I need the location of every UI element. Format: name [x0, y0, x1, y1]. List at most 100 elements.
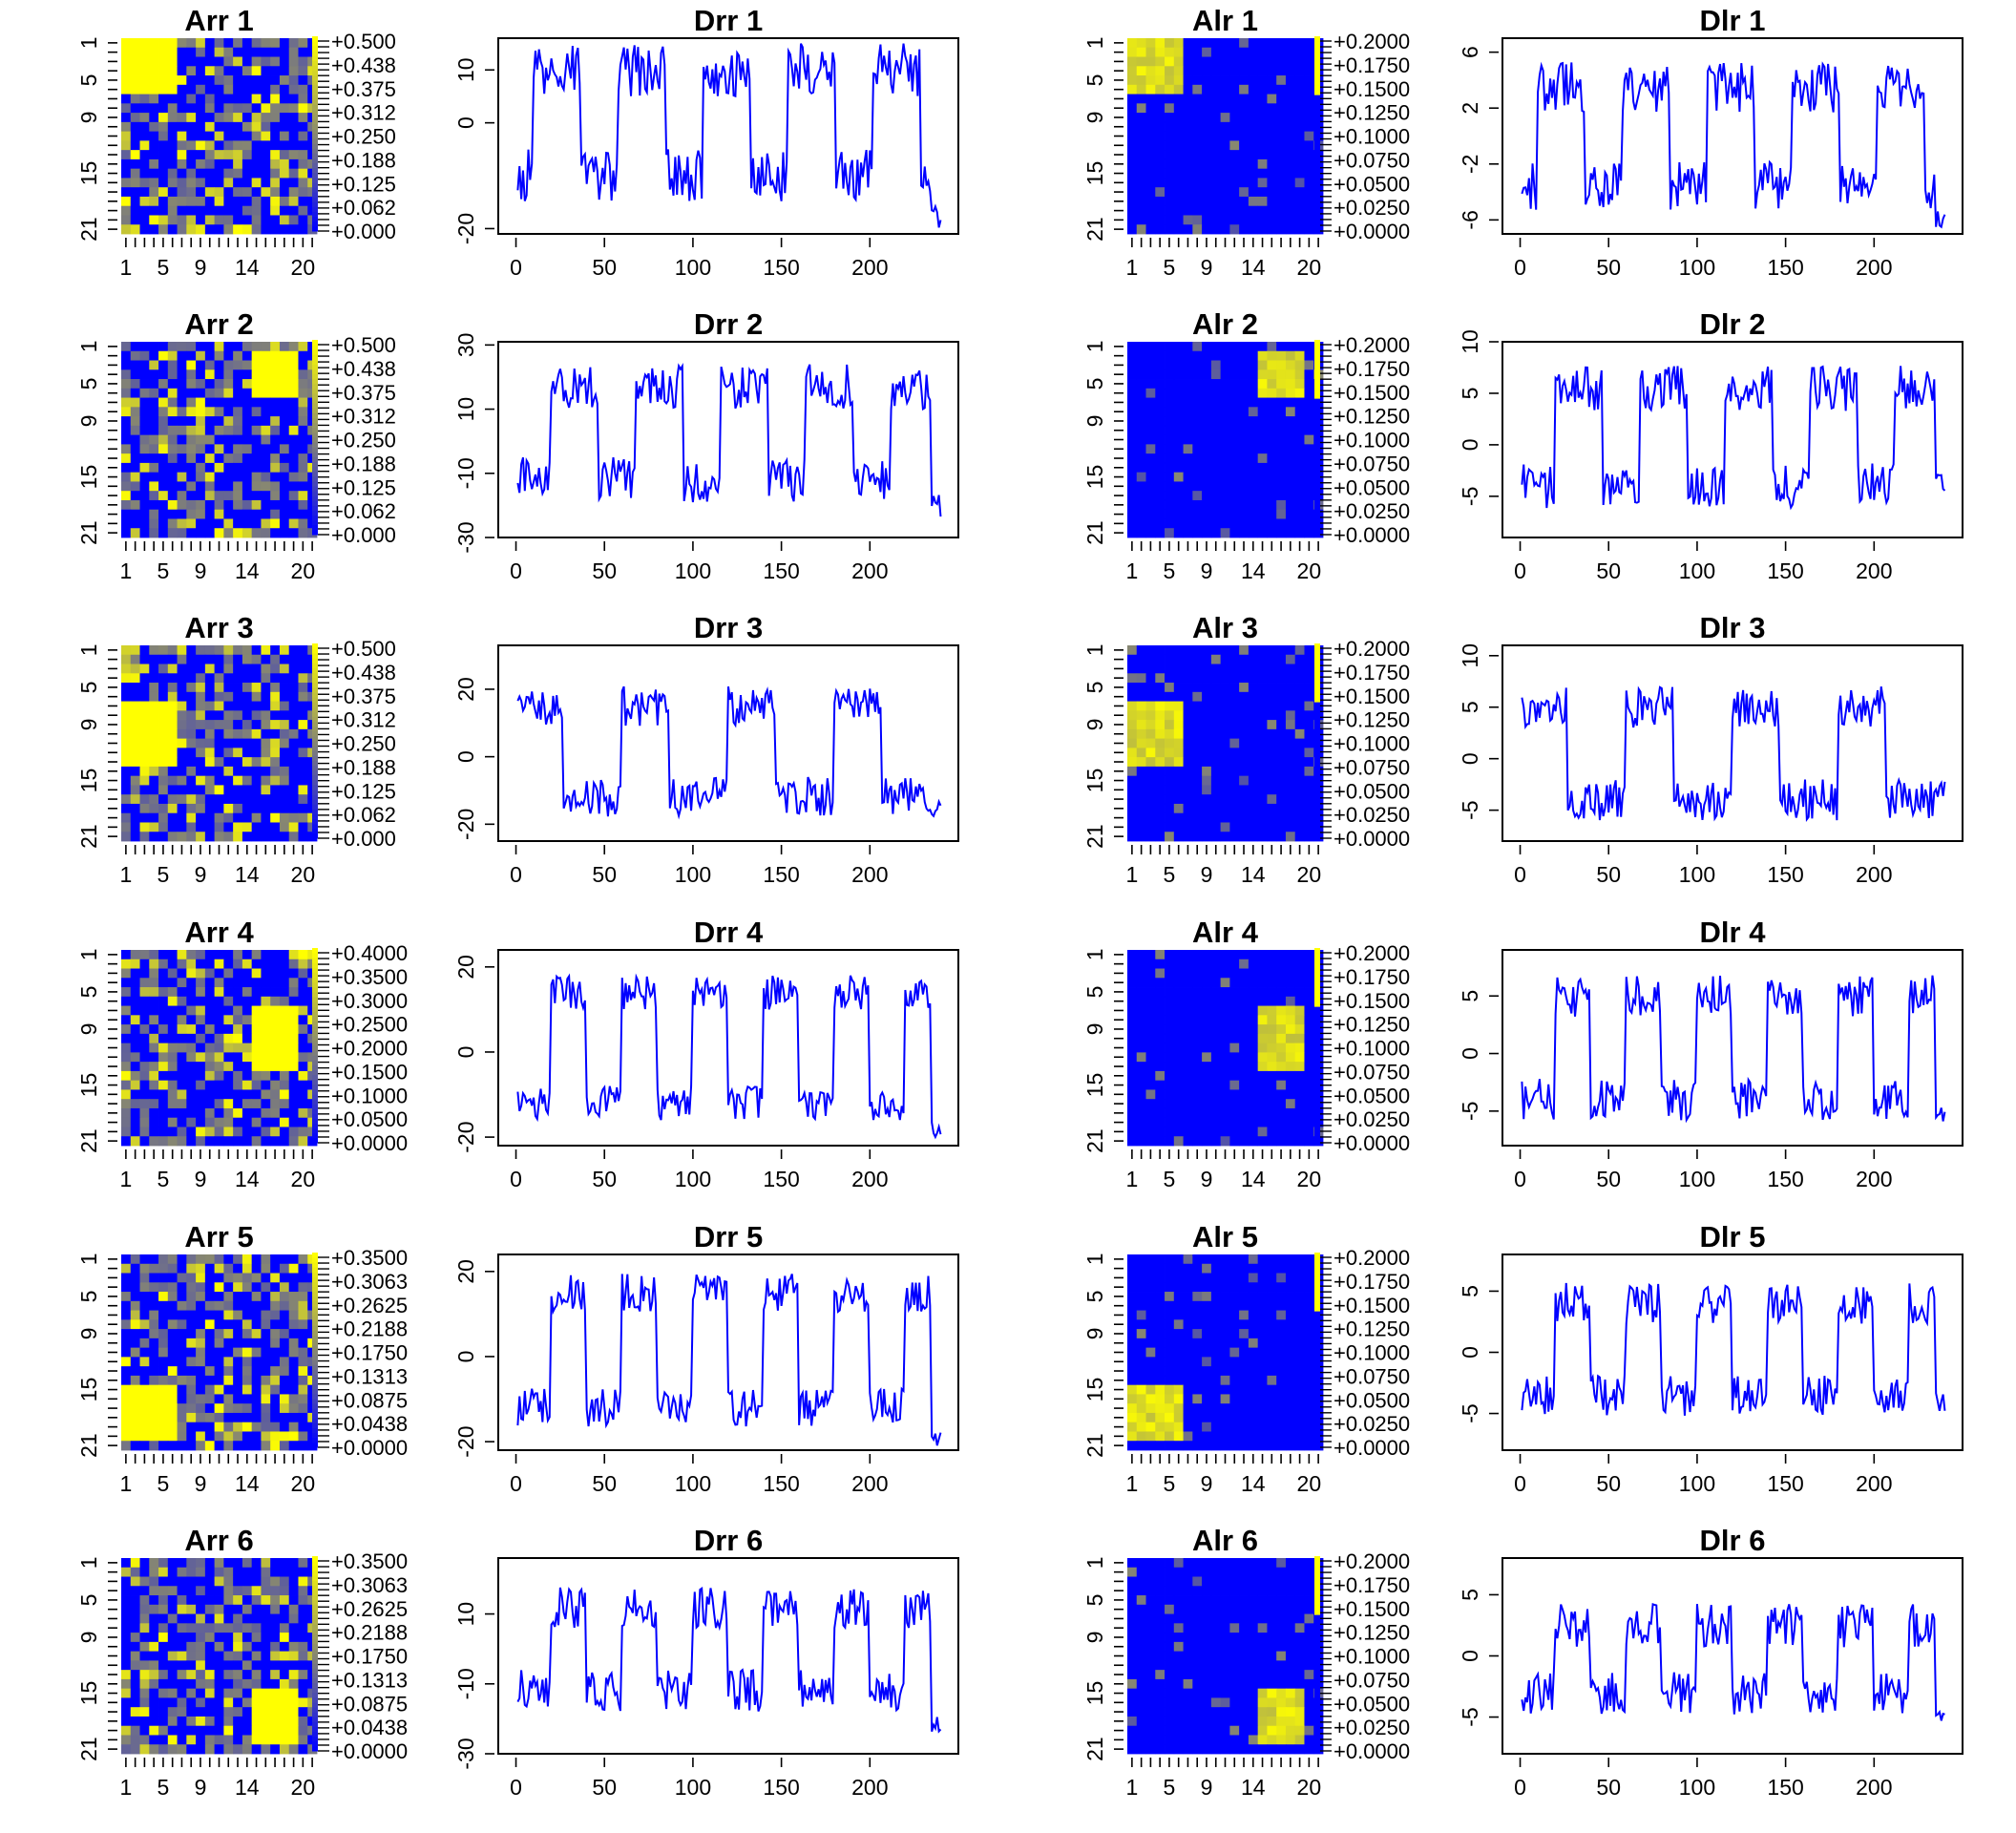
heatmap-cell	[204, 196, 216, 207]
heatmap-cell	[1220, 673, 1230, 684]
heatmap-cell	[1220, 645, 1230, 656]
heatmap-cell	[1285, 720, 1296, 730]
heatmap-cell	[167, 75, 178, 86]
heatmap-cell	[186, 388, 197, 398]
heatmap-cell	[1294, 1099, 1305, 1109]
heatmap-cell	[242, 224, 253, 235]
heatmap-cell	[130, 518, 140, 529]
legend-color-step	[312, 1138, 318, 1144]
heatmap-cell	[233, 434, 243, 445]
legend-color-step	[312, 765, 318, 771]
heatmap-cell	[251, 131, 262, 141]
heatmap-cell	[1276, 453, 1287, 464]
heatmap-cell	[1248, 224, 1259, 235]
heatmap-cell	[242, 187, 253, 198]
heatmap-cell	[1257, 518, 1268, 529]
heatmap-cell	[1248, 481, 1259, 492]
heatmap-cell	[1127, 379, 1138, 390]
y-tick-label: 15	[1082, 161, 1107, 186]
heatmap-cell	[1239, 113, 1250, 123]
legend-label: +0.0250	[1334, 1107, 1410, 1131]
heatmap-cell	[261, 360, 271, 370]
heatmap-cell	[177, 472, 187, 482]
heatmap-cell	[139, 950, 150, 960]
heatmap-cell	[1202, 131, 1212, 141]
heatmap-cell	[279, 369, 290, 380]
heatmap-cell	[242, 1062, 253, 1072]
legend-label: +0.438	[331, 661, 396, 685]
heatmap-cell	[1210, 528, 1222, 538]
heatmap-cell	[214, 187, 224, 198]
heatmap-cell	[121, 1127, 132, 1137]
heatmap-cell	[1210, 47, 1222, 57]
legend-color-step	[312, 794, 318, 800]
heatmap-cell	[288, 75, 299, 86]
heatmap-cell	[186, 56, 197, 67]
heatmap-cell	[1165, 350, 1175, 361]
heatmap-cell	[1210, 766, 1222, 777]
heatmap-cell	[1155, 444, 1166, 454]
heatmap-cell	[139, 728, 150, 740]
heatmap-cell	[1294, 757, 1305, 768]
heatmap-cell	[1183, 94, 1193, 104]
heatmap-cell	[251, 1329, 262, 1339]
heatmap-cell	[167, 1254, 178, 1265]
heatmap-cell	[261, 794, 271, 805]
heatmap-cell	[223, 499, 234, 511]
heatmap-cell	[1136, 75, 1146, 86]
heatmap-cell	[261, 832, 271, 842]
heatmap-cell	[158, 407, 169, 417]
heatmap-cell	[121, 803, 132, 814]
heatmap-cell	[1304, 959, 1314, 969]
heatmap-cell	[1136, 224, 1146, 235]
heatmap-cell	[1248, 499, 1259, 511]
heatmap-cell	[149, 1127, 159, 1137]
heatmap-cell	[298, 425, 308, 436]
legend-label: +0.2500	[331, 1013, 408, 1037]
heatmap-cell	[1127, 1062, 1138, 1072]
heatmap-cell	[251, 94, 262, 104]
legend-color-step	[312, 643, 318, 649]
heatmap-cell	[1173, 738, 1184, 748]
heatmap-cell	[177, 140, 187, 151]
heatmap-cell	[270, 1117, 281, 1127]
heatmap-cell	[186, 342, 197, 352]
heatmap-cell	[1202, 205, 1212, 216]
legend-color-step	[312, 653, 318, 659]
heatmap-cell	[242, 388, 253, 398]
heatmap-cell	[270, 379, 281, 390]
legend-color-step	[312, 471, 318, 477]
heatmap-cell	[1155, 47, 1166, 57]
heatmap-title: Alr 3	[1192, 611, 1258, 644]
heatmap-cell	[288, 1099, 299, 1109]
series-line	[1521, 975, 1946, 1124]
heatmap-cell	[223, 481, 234, 492]
heatmap-cell	[139, 518, 150, 529]
heatmap-cell	[223, 407, 234, 417]
heatmap-cell	[196, 683, 206, 693]
heatmap-cell	[1202, 178, 1212, 188]
legend-color-step	[1314, 221, 1320, 227]
heatmap-cell	[279, 691, 290, 702]
heatmap-cell	[121, 1062, 132, 1072]
heatmap-cell	[177, 996, 187, 1006]
heatmap-cell	[270, 1107, 281, 1119]
heatmap-cell	[1165, 528, 1175, 538]
heatmap-cell	[1304, 38, 1314, 49]
heatmap-cell	[1285, 1062, 1296, 1072]
legend-color-step	[312, 726, 318, 732]
heatmap-cell	[242, 103, 253, 114]
heatmap-cell	[139, 968, 150, 979]
heatmap-cell	[288, 379, 299, 390]
legend-label: +0.438	[331, 357, 396, 381]
legend-label: +0.062	[331, 803, 396, 827]
y-tick-label: 15	[76, 1073, 101, 1098]
heatmap-cell	[261, 75, 271, 86]
y-tick-label: 5	[1082, 682, 1107, 694]
legend-color-step	[1314, 90, 1320, 95]
heatmap-cell	[233, 360, 243, 370]
heatmap-cell	[167, 131, 178, 141]
legend-color-step	[312, 393, 318, 399]
heatmap-cell	[177, 1005, 187, 1016]
heatmap-cell	[158, 150, 169, 160]
